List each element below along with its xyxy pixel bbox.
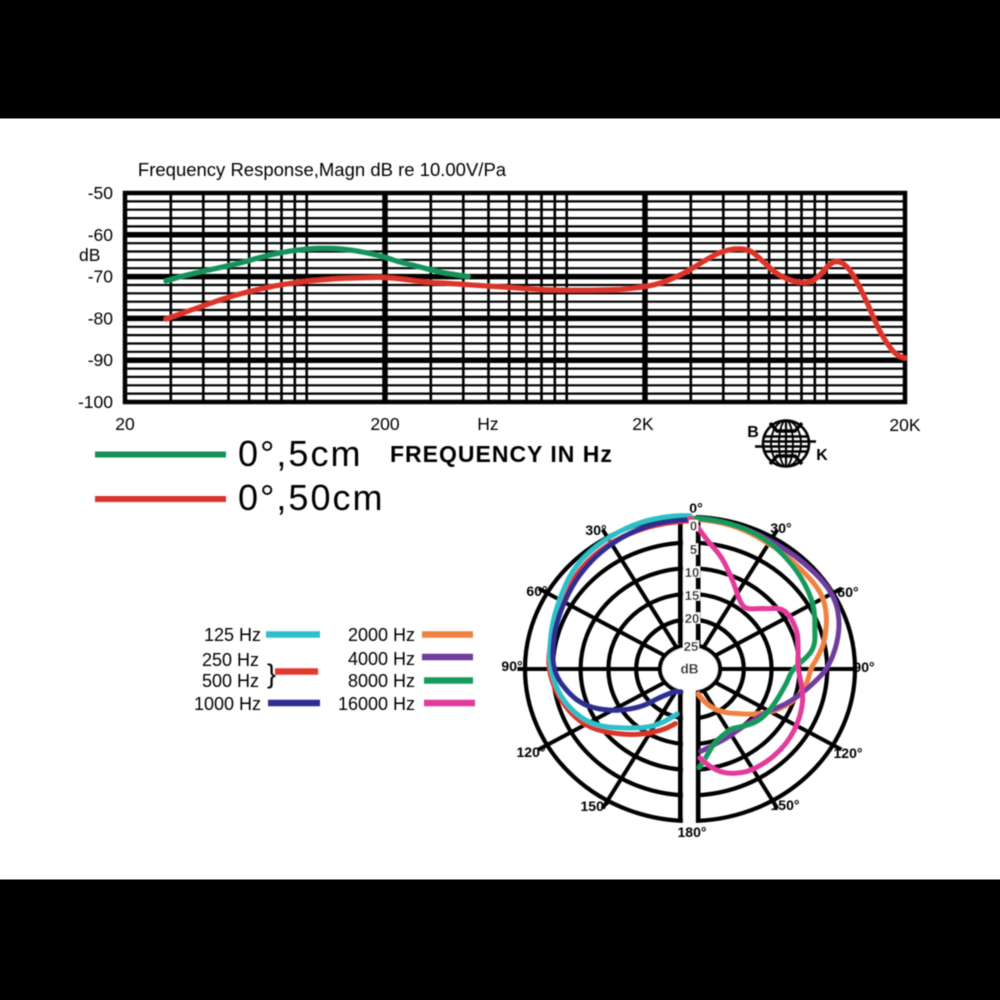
svg-text:60°: 60°: [837, 584, 858, 600]
svg-text:K: K: [816, 447, 828, 464]
svg-text:20K: 20K: [889, 415, 920, 435]
svg-text:10: 10: [685, 565, 699, 580]
svg-text:-100: -100: [78, 392, 113, 412]
svg-text:0: 0: [690, 519, 697, 534]
svg-text:dB: dB: [681, 662, 699, 677]
svg-text:B: B: [747, 424, 759, 441]
svg-text:20: 20: [685, 611, 699, 626]
svg-text:-90: -90: [88, 350, 114, 370]
svg-text:-80: -80: [88, 308, 114, 328]
svg-text:dB: dB: [79, 245, 100, 265]
svg-text:}: }: [267, 659, 276, 689]
svg-text:120°: 120°: [517, 744, 546, 760]
svg-text:500 Hz: 500 Hz: [202, 671, 259, 691]
svg-text:25: 25: [684, 639, 698, 654]
svg-text:15: 15: [685, 588, 699, 603]
svg-text:200: 200: [370, 414, 399, 434]
svg-text:30°: 30°: [585, 522, 606, 538]
svg-text:120°: 120°: [834, 745, 863, 761]
svg-text:-50: -50: [88, 183, 114, 203]
svg-text:60°: 60°: [526, 583, 547, 599]
svg-text:5: 5: [690, 542, 697, 557]
svg-text:180°: 180°: [678, 824, 707, 840]
svg-text:150°: 150°: [771, 797, 800, 813]
svg-text:2000 Hz: 2000 Hz: [348, 625, 415, 645]
svg-text:1000 Hz: 1000 Hz: [194, 694, 261, 714]
svg-text:20: 20: [115, 414, 135, 434]
svg-text:125 Hz: 125 Hz: [204, 625, 261, 645]
svg-text:0°,5cm: 0°,5cm: [238, 433, 362, 474]
svg-text:FREQUENCY IN Hz: FREQUENCY IN Hz: [390, 441, 613, 467]
svg-text:Hz: Hz: [477, 414, 498, 434]
svg-text:0°,50cm: 0°,50cm: [238, 477, 384, 518]
svg-text:4000 Hz: 4000 Hz: [348, 649, 415, 669]
svg-text:30°: 30°: [770, 520, 791, 536]
svg-text:90°: 90°: [501, 658, 522, 674]
svg-text:250 Hz: 250 Hz: [202, 650, 259, 670]
svg-text:150°: 150°: [581, 798, 610, 814]
svg-text:-70: -70: [88, 267, 114, 287]
svg-text:8000 Hz: 8000 Hz: [348, 671, 415, 691]
svg-text:Frequency Response,Magn dB re: Frequency Response,Magn dB re 10.00V/Pa: [138, 159, 507, 180]
svg-text:-60: -60: [88, 225, 114, 245]
svg-text:2K: 2K: [632, 414, 654, 434]
svg-text:16000 Hz: 16000 Hz: [338, 694, 415, 714]
svg-text:90°: 90°: [853, 659, 874, 675]
svg-text:0°: 0°: [689, 500, 702, 516]
